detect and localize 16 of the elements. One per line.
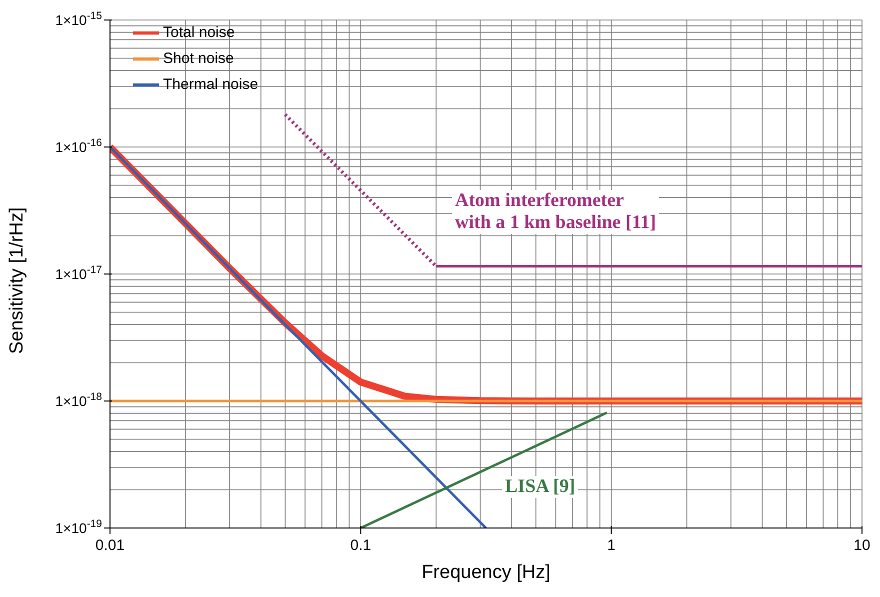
legend-label: Total noise — [163, 24, 235, 41]
legend-label: Shot noise — [163, 50, 234, 67]
y-tick-label: 1×10$^{-17}$ — [55, 264, 102, 282]
y-axis-title: Sensitivity [1/rHz] — [6, 207, 28, 354]
y-tick-label: 1×10$^{-15}$ — [55, 10, 102, 28]
x-tick-label: 1 — [607, 537, 616, 554]
y-tick-label: 1×10$^{-18}$ — [55, 391, 102, 409]
x-tick-label: 0.01 — [95, 537, 125, 554]
annotation: Atom interferometer with a 1 km baseline [11] — [452, 190, 660, 234]
x-tick-label: 10 — [854, 537, 870, 554]
legend-label: Thermal noise — [163, 76, 258, 93]
annotation: LISA [9] — [502, 476, 578, 498]
y-tick-label: 1×10$^{-19}$ — [55, 518, 102, 536]
x-axis-title: Frequency [Hz] — [422, 562, 550, 583]
x-tick-label: 0.1 — [350, 537, 372, 554]
y-tick-label: 1×10$^{-16}$ — [55, 137, 102, 155]
